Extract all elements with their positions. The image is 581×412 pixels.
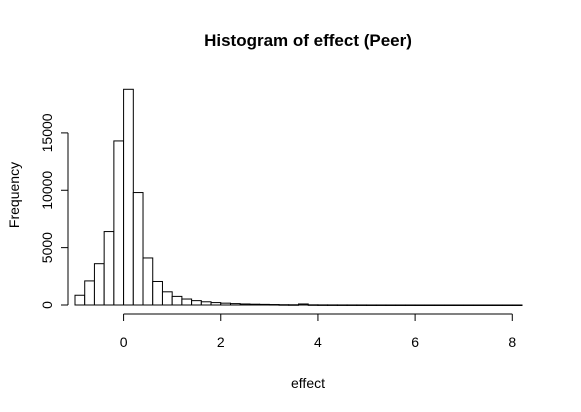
- y-tick-label-0: 0: [39, 301, 55, 309]
- y-tick-label-1: 5000: [39, 232, 55, 263]
- histogram-bar-37: [434, 304, 445, 306]
- histogram-bar-45: [511, 304, 523, 306]
- x-tick-label-4: 8: [508, 334, 516, 350]
- histogram-bar-6: [132, 192, 144, 306]
- histogram-bar-34: [404, 304, 416, 306]
- histogram-bar-2: [93, 263, 105, 306]
- histogram-bar-19: [259, 303, 270, 306]
- y-axis: 0 5000 10000 15000: [39, 113, 69, 309]
- x-tick-label-3: 6: [411, 334, 419, 350]
- histogram-bar-23: [298, 303, 309, 306]
- x-axis-label: effect: [291, 375, 325, 391]
- histogram-bar-30: [366, 304, 377, 306]
- y-tick-label-2: 10000: [39, 171, 55, 210]
- histogram-bar-4: [113, 140, 125, 306]
- histogram-bar-7: [142, 257, 154, 306]
- y-tick-label-3: 15000: [39, 113, 55, 152]
- histogram-bar-25: [317, 304, 329, 306]
- histogram-bars: [74, 88, 523, 306]
- histogram-bar-28: [346, 304, 358, 306]
- histogram-bar-33: [395, 304, 406, 306]
- histogram-bar-26: [327, 304, 338, 306]
- histogram-bar-39: [453, 304, 465, 306]
- histogram-bar-1: [84, 280, 95, 306]
- histogram-bar-21: [278, 304, 290, 306]
- histogram-bar-42: [482, 304, 494, 306]
- histogram-bar-12: [191, 300, 202, 306]
- histogram-bar-20: [268, 304, 280, 306]
- histogram-bar-27: [336, 304, 348, 306]
- histogram-bar-0: [74, 294, 86, 306]
- histogram-bar-44: [502, 304, 513, 306]
- x-tick-label-2: 4: [314, 334, 322, 350]
- histogram-bar-5: [123, 88, 134, 306]
- histogram-bar-18: [249, 303, 261, 306]
- histogram-bar-11: [181, 298, 193, 306]
- x-tick-label-1: 2: [217, 334, 225, 350]
- histogram-bar-15: [220, 302, 231, 306]
- histogram-bar-29: [356, 304, 368, 306]
- histogram-bar-24: [307, 304, 319, 306]
- y-axis-label: Frequency: [6, 162, 22, 228]
- histogram-bar-10: [171, 295, 183, 306]
- histogram-bar-14: [210, 302, 222, 306]
- chart-title: Histogram of effect (Peer): [204, 31, 412, 50]
- histogram-bar-40: [463, 304, 474, 306]
- x-axis: 0 2 4 6 8: [120, 313, 516, 350]
- histogram-bar-31: [375, 304, 387, 306]
- histogram-bar-3: [103, 231, 115, 306]
- histogram-bar-17: [239, 303, 251, 306]
- histogram-bar-43: [492, 304, 504, 306]
- histogram-bar-13: [200, 301, 212, 306]
- histogram-bar-9: [161, 291, 173, 306]
- histogram-bar-36: [424, 304, 436, 306]
- histogram-bar-41: [472, 304, 484, 306]
- histogram-bar-32: [385, 304, 397, 306]
- histogram-bar-16: [229, 303, 241, 306]
- histogram-bar-8: [152, 280, 163, 306]
- histogram-bar-35: [414, 304, 426, 306]
- x-tick-label-0: 0: [120, 334, 128, 350]
- histogram-bar-22: [288, 304, 299, 306]
- histogram-bar-38: [443, 304, 455, 306]
